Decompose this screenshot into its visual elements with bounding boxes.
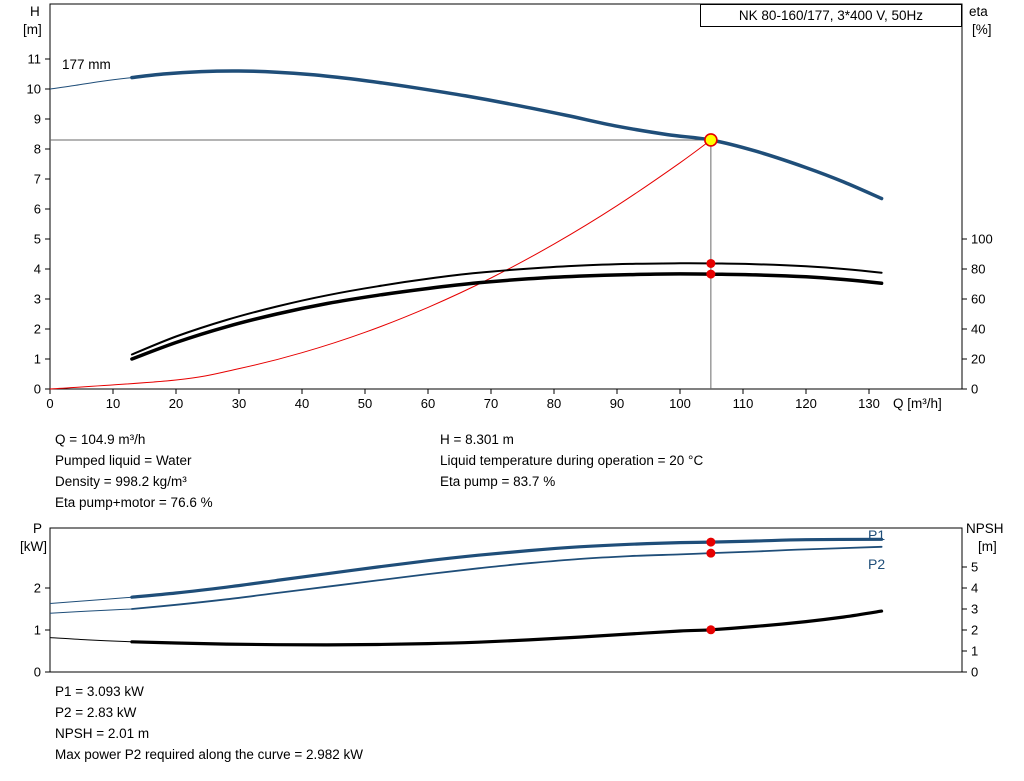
svg-text:100: 100 [669, 396, 691, 411]
duty-info-liquid: Pumped liquid = Water [55, 453, 192, 468]
hq-eta-chart-frame [49, 3, 963, 390]
eta-pump-motor-curve [130, 272, 884, 361]
svg-text:50: 50 [358, 396, 372, 411]
p2-curve [131, 545, 883, 610]
p1-curve-lead [49, 596, 132, 604]
power-info: P1 = 3.093 kW P2 = 2.83 kW NPSH = 2.01 m… [55, 681, 363, 765]
head-curve-lead [49, 77, 132, 90]
svg-text:0: 0 [34, 382, 41, 397]
p1-curve-label: P1 [868, 527, 886, 543]
duty-info-col2: H = 8.301 m Liquid temperature during op… [440, 429, 703, 492]
power-npsh-chart: 0 1 2 0 1 2 3 4 5 [34, 527, 978, 680]
p-axis-title: P [33, 521, 43, 536]
power-info-p2: P2 = 2.83 kW [55, 705, 137, 720]
npsh-curve-lead [49, 637, 132, 643]
head-curve [130, 69, 884, 201]
svg-text:130: 130 [858, 396, 880, 411]
svg-text:0: 0 [971, 382, 978, 397]
svg-text:0: 0 [34, 665, 41, 680]
duty-info-eta-pump: Eta pump = 83.7 % [440, 474, 556, 489]
npsh-curve [130, 609, 884, 647]
svg-text:9: 9 [34, 112, 41, 127]
svg-text:3: 3 [971, 602, 978, 617]
svg-text:7: 7 [34, 172, 41, 187]
system-duty-curve [49, 139, 712, 390]
npsh-axis-unit: [m] [978, 539, 997, 554]
duty-info-eta-pm: Eta pump+motor = 76.6 % [55, 495, 213, 510]
h-axis-title: H [30, 4, 40, 19]
svg-text:10: 10 [27, 82, 41, 97]
svg-text:80: 80 [971, 262, 985, 277]
npsh-axis-title: NPSH [966, 521, 1004, 536]
eta-axis-unit: [%] [972, 22, 992, 37]
eta-pump-curve [130, 262, 883, 356]
power-npsh-chart-frame [49, 527, 963, 673]
svg-text:0: 0 [46, 396, 53, 411]
power-info-max-p2: Max power P2 required along the curve = … [55, 747, 364, 762]
svg-text:20: 20 [169, 396, 183, 411]
eta-axis-title: eta [969, 4, 988, 19]
curve-value-dot [706, 269, 716, 279]
power-info-npsh: NPSH = 2.01 m [55, 726, 150, 741]
svg-text:60: 60 [971, 292, 985, 307]
svg-text:40: 40 [971, 322, 985, 337]
svg-text:0: 0 [971, 665, 978, 680]
duty-info-col1: Q = 104.9 m³/h Pumped liquid = Water Den… [55, 429, 213, 513]
svg-text:2: 2 [34, 322, 41, 337]
svg-text:80: 80 [547, 396, 561, 411]
svg-text:11: 11 [28, 52, 42, 67]
power-info-p1: P1 = 3.093 kW [55, 684, 144, 699]
svg-text:20: 20 [971, 352, 985, 367]
svg-text:2: 2 [34, 581, 41, 596]
svg-text:1: 1 [971, 644, 978, 659]
pump-model-box: NK 80-160/177, 3*400 V, 50Hz [700, 4, 962, 27]
curve-value-dot [706, 625, 716, 635]
svg-text:40: 40 [295, 396, 309, 411]
curve-value-dot [706, 537, 716, 547]
svg-text:100: 100 [971, 232, 993, 247]
svg-text:1: 1 [34, 352, 41, 367]
svg-text:4: 4 [34, 262, 41, 277]
svg-text:30: 30 [232, 396, 246, 411]
duty-info-temperature: Liquid temperature during operation = 20… [440, 453, 704, 468]
svg-text:3: 3 [34, 292, 41, 307]
p2-curve-lead [49, 608, 132, 614]
svg-text:70: 70 [484, 396, 498, 411]
svg-text:5: 5 [971, 560, 978, 575]
q-axis-label: Q [m³/h] [893, 396, 942, 411]
svg-text:110: 110 [733, 396, 754, 411]
svg-text:4: 4 [971, 581, 978, 596]
svg-text:8: 8 [34, 142, 41, 157]
duty-point-marker [704, 133, 718, 147]
svg-text:120: 120 [795, 396, 817, 411]
svg-text:10: 10 [106, 396, 120, 411]
svg-text:2: 2 [971, 623, 978, 638]
curve-value-dot [706, 548, 716, 558]
duty-info-q: Q = 104.9 m³/h [55, 432, 146, 447]
svg-text:1: 1 [34, 623, 41, 638]
p1-curve [130, 537, 884, 599]
impeller-diameter-label: 177 mm [62, 57, 111, 72]
duty-info-density: Density = 998.2 kg/m³ [55, 474, 187, 489]
curve-value-dot [706, 258, 716, 268]
duty-info-h: H = 8.301 m [440, 432, 514, 447]
p-axis-unit: [kW] [20, 539, 47, 554]
p2-curve-label: P2 [868, 556, 886, 572]
svg-text:5: 5 [34, 232, 41, 247]
svg-text:90: 90 [610, 396, 624, 411]
h-axis-unit: [m] [23, 22, 42, 37]
hq-eta-chart: 0 10 20 30 40 50 60 70 80 90 100 110 120 130012345678… [27, 3, 993, 411]
svg-text:60: 60 [421, 396, 435, 411]
svg-text:6: 6 [34, 202, 41, 217]
